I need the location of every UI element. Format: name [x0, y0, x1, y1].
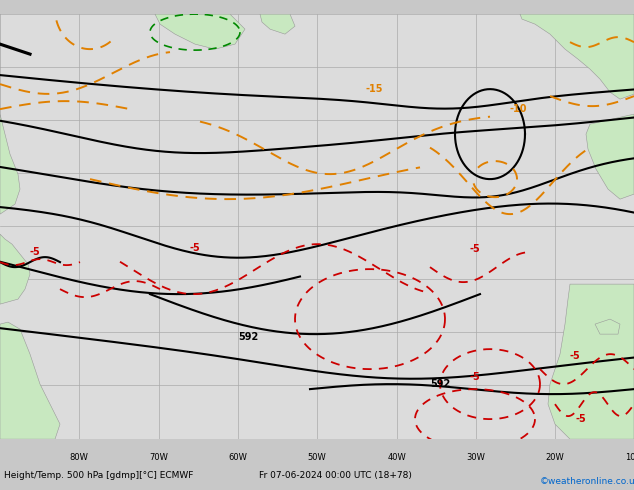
- Text: -10: -10: [510, 104, 527, 114]
- Text: Height/Temp. 500 hPa [gdmp][°C] ECMWF: Height/Temp. 500 hPa [gdmp][°C] ECMWF: [4, 470, 193, 480]
- Text: 60W: 60W: [229, 453, 247, 462]
- Polygon shape: [260, 14, 295, 34]
- Text: -5: -5: [30, 247, 41, 257]
- Polygon shape: [520, 14, 634, 99]
- Text: 50W: 50W: [307, 453, 327, 462]
- Polygon shape: [595, 319, 620, 334]
- Text: -5: -5: [570, 351, 581, 361]
- Text: Fr 07-06-2024 00:00 UTC (18+78): Fr 07-06-2024 00:00 UTC (18+78): [259, 470, 411, 480]
- Text: 592: 592: [430, 379, 450, 389]
- Text: 20W: 20W: [546, 453, 564, 462]
- Polygon shape: [0, 234, 30, 304]
- Polygon shape: [548, 284, 634, 439]
- Text: 40W: 40W: [387, 453, 406, 462]
- Text: ©weatheronline.co.uk: ©weatheronline.co.uk: [540, 477, 634, 486]
- Text: 30W: 30W: [467, 453, 486, 462]
- Polygon shape: [0, 14, 20, 214]
- Polygon shape: [0, 322, 60, 439]
- Polygon shape: [155, 14, 245, 49]
- Text: -5: -5: [190, 243, 201, 253]
- Text: -5: -5: [470, 372, 481, 382]
- Text: 10W: 10W: [624, 453, 634, 462]
- Polygon shape: [586, 114, 634, 199]
- Text: -5: -5: [575, 414, 586, 424]
- Text: 592: 592: [238, 332, 258, 342]
- Text: 70W: 70W: [150, 453, 169, 462]
- Text: -5: -5: [470, 244, 481, 254]
- Text: 80W: 80W: [70, 453, 88, 462]
- Text: -15: -15: [365, 84, 382, 94]
